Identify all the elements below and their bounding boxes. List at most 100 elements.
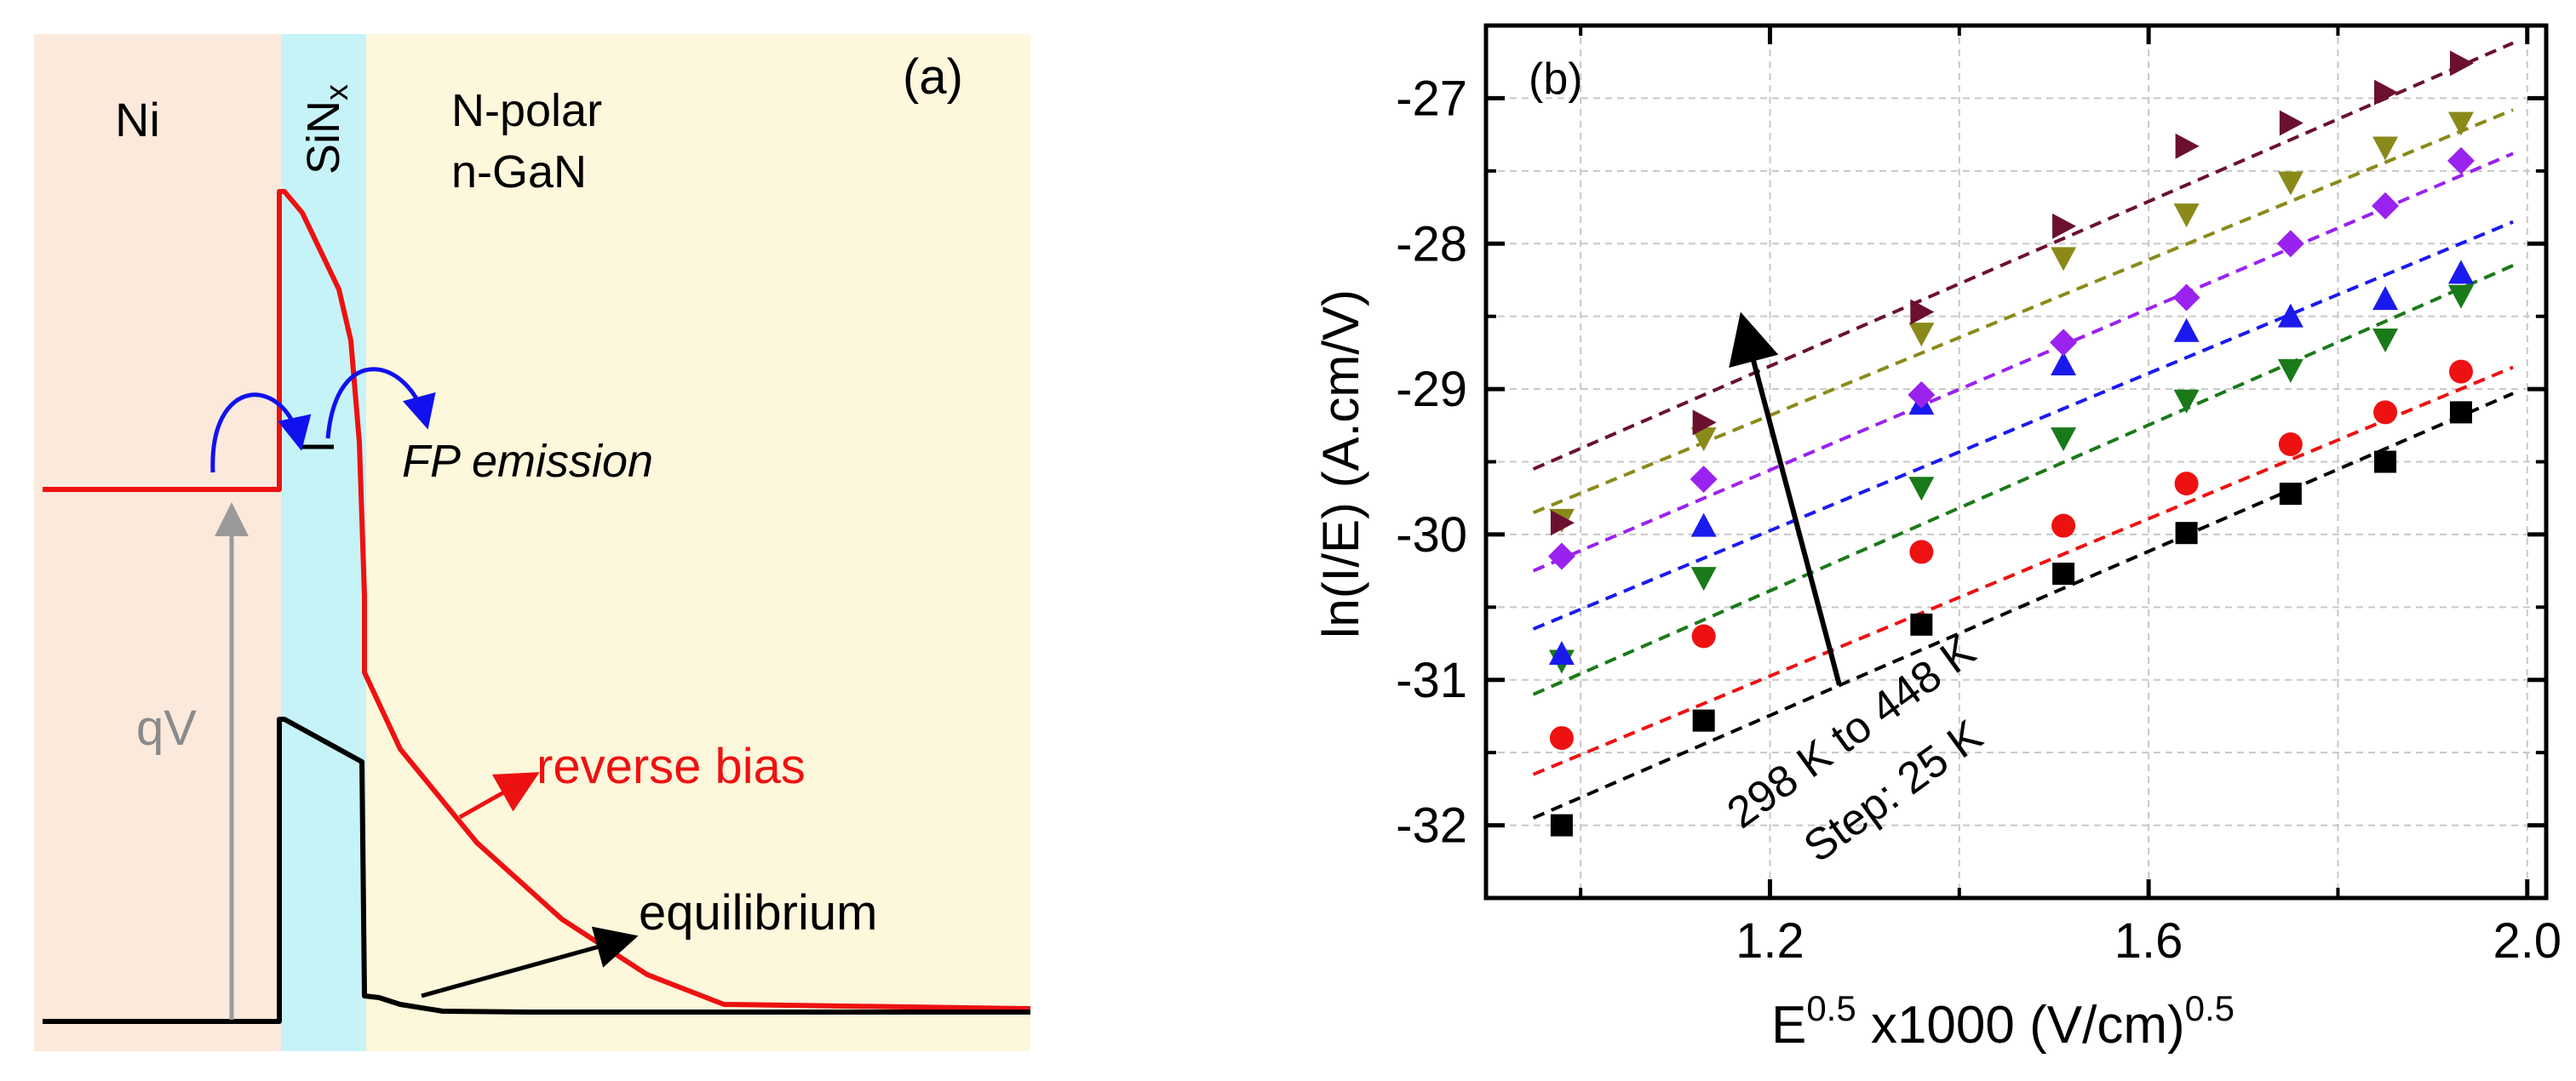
data-point-square [2175,522,2198,545]
data-point-diamond [1547,542,1575,570]
data-point-triangle-right [2279,110,2303,136]
data-point-triangle-down [1690,567,1717,592]
y-tick-label: -28 [1396,216,1467,272]
data-point-triangle-right [2449,50,2474,77]
data-point-triangle-up [2372,286,2399,311]
data-point-triangle-right [1692,409,1717,436]
x-axis-title-base: E [1771,996,1806,1055]
data-point-triangle-down [2447,284,2474,309]
x-tick-label: 2.0 [2493,913,2562,969]
insulator-region [281,34,366,1051]
data-point-triangle-up [1548,641,1575,665]
data-point-circle [2448,359,2473,384]
temperature-arrow [1729,312,1842,686]
fit-line [1532,41,2514,471]
data-point-triangle-down [1690,427,1717,452]
data-point-diamond [2172,283,2200,312]
data-point-triangle-down [2173,389,2200,414]
equilibrium-pointer-arrow [421,926,639,998]
data-point-triangle-up [2277,303,2303,328]
semiconductor-region [366,34,1030,1051]
metal-region [34,34,281,1051]
data-point-triangle-down [2277,358,2303,383]
reverse-label: reverse bias [536,739,806,794]
data-point-triangle-right [2175,133,2200,159]
equilibrium-label: equilibrium [639,885,877,941]
data-point-circle [2373,400,2398,425]
data-point-square [2449,401,2472,424]
data-points [1547,50,2475,837]
data-point-triangle-up [2173,317,2200,342]
fit-line [1532,108,2514,515]
data-point-diamond [2447,146,2475,174]
data-point-triangle-down [2051,247,2077,272]
x-axis-title-mid: x1000 (V/cm) [1856,996,2185,1055]
axis-ticks [1486,26,2546,898]
data-point-triangle-down [2372,329,2399,352]
data-point-triangle-down [1908,323,1935,347]
insulator-label-main: SiN [298,100,349,174]
data-point-square [1692,709,1715,732]
y-tick-label: -29 [1396,362,1467,417]
data-point-circle [1549,726,1574,751]
data-point-triangle-right [1550,510,1575,536]
x-axis-title: E0.5 x1000 (V/cm)0.5 [1771,988,2235,1055]
emission-arrow-out [325,367,436,439]
data-point-circle [2051,513,2076,538]
data-point-circle [2174,472,2199,496]
data-point-circle [2278,432,2303,456]
x-tick-label: 1.6 [2114,913,2183,969]
data-point-square [2052,563,2075,586]
data-point-triangle-up [2447,260,2474,284]
semiconductor-label-line2: n-GaN [451,146,587,197]
bias-label: qV [136,701,197,756]
insulator-label-sub: x [319,84,355,100]
y-axis-title: ln(I/E) (A.cm/V) [1312,289,1369,638]
data-point-diamond [2050,329,2078,357]
grid [1486,26,2546,898]
data-point-triangle-down [2173,203,2200,228]
metal-label: Ni [115,93,160,146]
data-point-triangle-down [1908,477,1935,501]
y-tick-label: -27 [1396,71,1467,126]
data-point-square [1550,814,1573,837]
data-point-triangle-right [2374,79,2399,106]
panel-a-label: (a) [903,49,963,105]
data-point-triangle-up [1690,512,1717,537]
fit-line [1532,220,2514,631]
fit-line [1532,264,2514,696]
equilibrium-band [43,717,1030,1024]
y-tick-label: -31 [1396,653,1467,708]
data-point-triangle-right [2052,213,2077,239]
data-point-triangle-down [2447,112,2474,136]
data-point-circle [1691,624,1716,649]
data-point-diamond [1690,466,1718,493]
reverse-pointer-arrow [458,772,540,820]
y-tick-label: -32 [1396,798,1467,854]
fit-line [1532,152,2514,573]
data-point-diamond [1908,380,1936,409]
panel-b-chart: 1.2 1.6 2.0-32-31-30-29-28-27 (b) 298 K to… [1312,23,2562,1055]
x-axis-title-sup: 0.5 [1806,988,1856,1028]
data-point-triangle-up [2051,352,2077,376]
fit-line [1532,392,2514,820]
data-point-square [2374,450,2397,473]
semiconductor-label-line1: N-polar [451,85,602,136]
tick-labels: 1.2 1.6 2.0 -32 -31 -30 -29 -28 -27 [1396,71,2562,969]
fit-line [1532,365,2514,776]
data-point-triangle-right [1910,299,1935,325]
panel-a-band-diagram: Ni SiNx N-polar n-GaN (a) FP emission qV… [34,34,1031,1051]
data-point-diamond [2372,192,2400,220]
data-point-triangle-down [2372,136,2399,161]
data-point-square [1910,613,1933,636]
data-point-triangle-down [2051,427,2077,452]
y-tick-label: -30 [1396,507,1467,563]
x-tick-label: 1.2 [1736,913,1804,969]
data-point-square [2279,483,2302,506]
data-point-diamond [2276,230,2304,258]
emission-arrow-in [210,392,312,473]
panel-b-label: (b) [1529,54,1583,104]
emission-label: FP emission [402,436,653,487]
